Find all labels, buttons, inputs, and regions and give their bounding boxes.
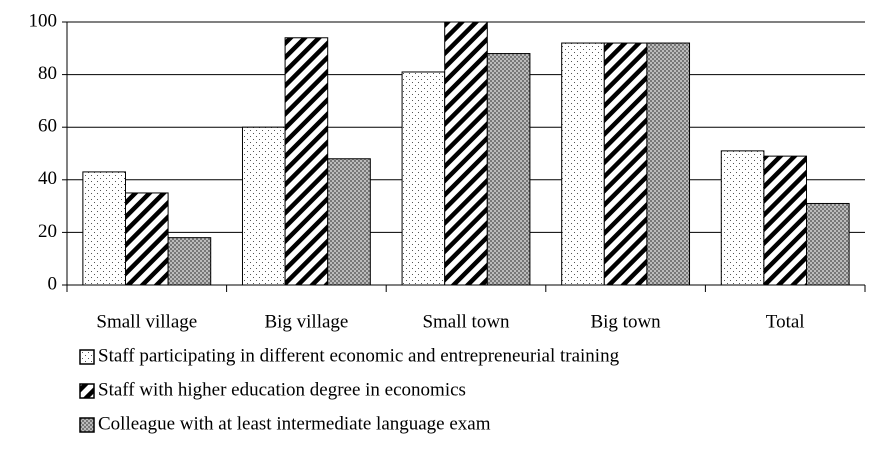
legend-label: Colleague with at least intermediate lan… xyxy=(98,413,491,434)
bar xyxy=(167,237,212,286)
y-tick-label: 100 xyxy=(29,10,58,31)
bar xyxy=(806,202,850,286)
y-tick-label: 60 xyxy=(38,116,57,137)
bar xyxy=(603,42,648,286)
legend-swatch xyxy=(79,417,95,433)
bar xyxy=(327,158,371,286)
x-tick-label: Small town xyxy=(422,311,510,332)
y-tick-label: 20 xyxy=(38,221,57,242)
bar xyxy=(444,21,488,286)
y-tick-label: 40 xyxy=(38,168,57,189)
legend-label: Staff with higher education degree in ec… xyxy=(98,379,466,400)
bar xyxy=(486,53,531,286)
x-tick-label: Small village xyxy=(96,311,197,332)
bar xyxy=(561,42,605,286)
bar xyxy=(82,171,126,286)
y-tick-label: 80 xyxy=(38,63,57,84)
bar xyxy=(124,192,169,286)
bar xyxy=(646,42,691,286)
x-tick-label: Big village xyxy=(264,311,348,332)
y-tick-label: 0 xyxy=(48,273,58,294)
legend-label: Staff participating in different economi… xyxy=(98,345,620,366)
legend-swatch xyxy=(79,349,95,365)
bar xyxy=(284,37,329,286)
bar xyxy=(241,126,286,286)
x-tick-label: Total xyxy=(766,311,805,332)
x-tick-label: Big town xyxy=(590,311,661,332)
bar xyxy=(763,155,808,286)
bar xyxy=(401,71,446,286)
bar xyxy=(720,150,765,286)
legend-swatch xyxy=(79,383,95,399)
